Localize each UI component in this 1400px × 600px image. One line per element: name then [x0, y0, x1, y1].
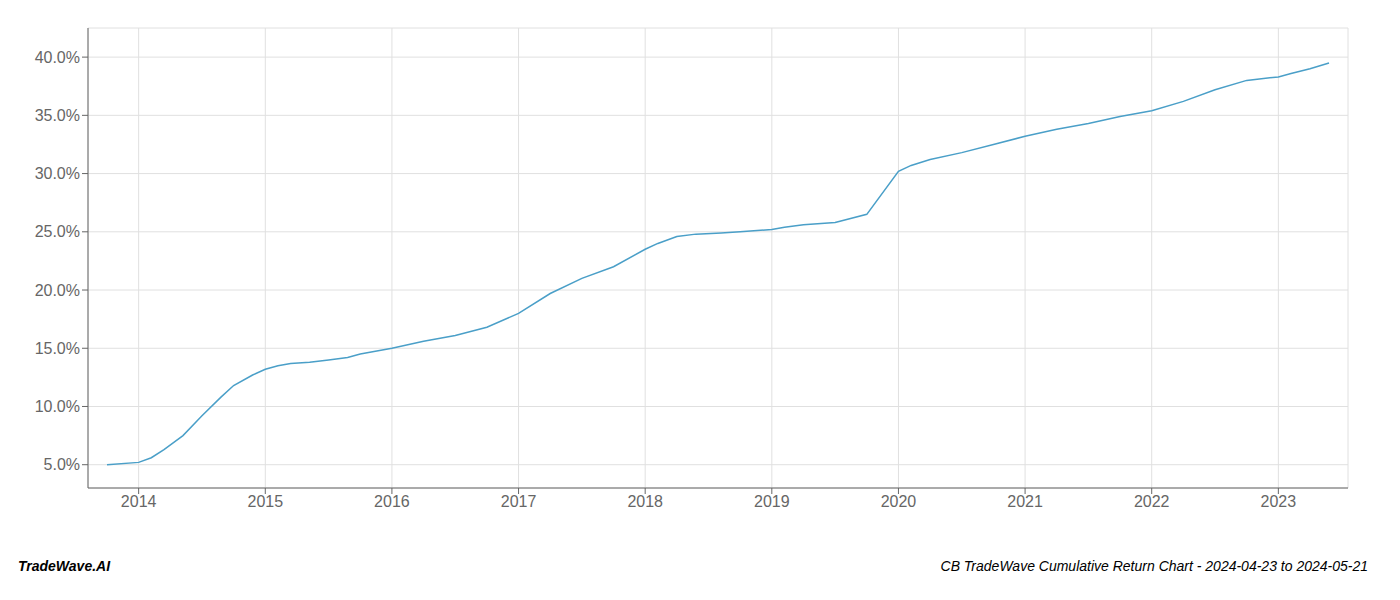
- svg-text:40.0%: 40.0%: [35, 49, 80, 66]
- svg-text:2017: 2017: [501, 493, 537, 510]
- svg-text:2021: 2021: [1007, 493, 1043, 510]
- svg-text:2014: 2014: [121, 493, 157, 510]
- svg-text:35.0%: 35.0%: [35, 107, 80, 124]
- svg-text:25.0%: 25.0%: [35, 223, 80, 240]
- svg-text:20.0%: 20.0%: [35, 282, 80, 299]
- svg-text:15.0%: 15.0%: [35, 340, 80, 357]
- html-text:CB TradeWave Cumulative Return: CB TradeWave Cumulative Return Chart - 2…: [940, 558, 1368, 574]
- svg-text:5.0%: 5.0%: [44, 456, 80, 473]
- svg-text:2022: 2022: [1134, 493, 1170, 510]
- svg-text:2016: 2016: [374, 493, 410, 510]
- svg-text:10.0%: 10.0%: [35, 398, 80, 415]
- svg-text:2018: 2018: [627, 493, 663, 510]
- svg-text:2019: 2019: [754, 493, 790, 510]
- html-text:TradeWave.AI: TradeWave.AI: [18, 558, 111, 574]
- svg-text:2015: 2015: [247, 493, 283, 510]
- svg-text:30.0%: 30.0%: [35, 165, 80, 182]
- svg-text:2020: 2020: [881, 493, 917, 510]
- svg-text:2023: 2023: [1261, 493, 1297, 510]
